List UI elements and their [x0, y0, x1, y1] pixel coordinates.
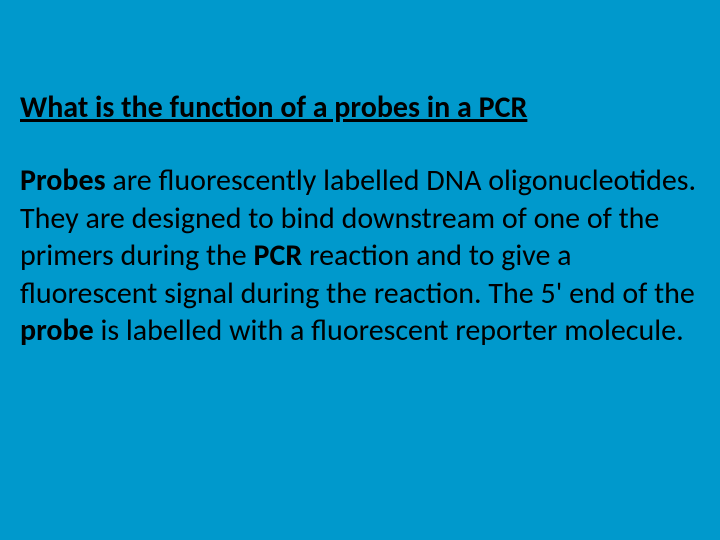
- slide-heading: What is the function of a probes in a PC…: [20, 90, 700, 126]
- slide-container: What is the function of a probes in a PC…: [0, 0, 720, 370]
- body-seg-4: probe: [20, 312, 94, 349]
- body-seg-5: is labelled with a fluorescent reporter …: [94, 312, 684, 349]
- body-seg-2: PCR: [254, 237, 303, 274]
- slide-body: Probes are fluorescently labelled DNA ol…: [20, 162, 700, 350]
- body-seg-0: Probes: [20, 162, 106, 199]
